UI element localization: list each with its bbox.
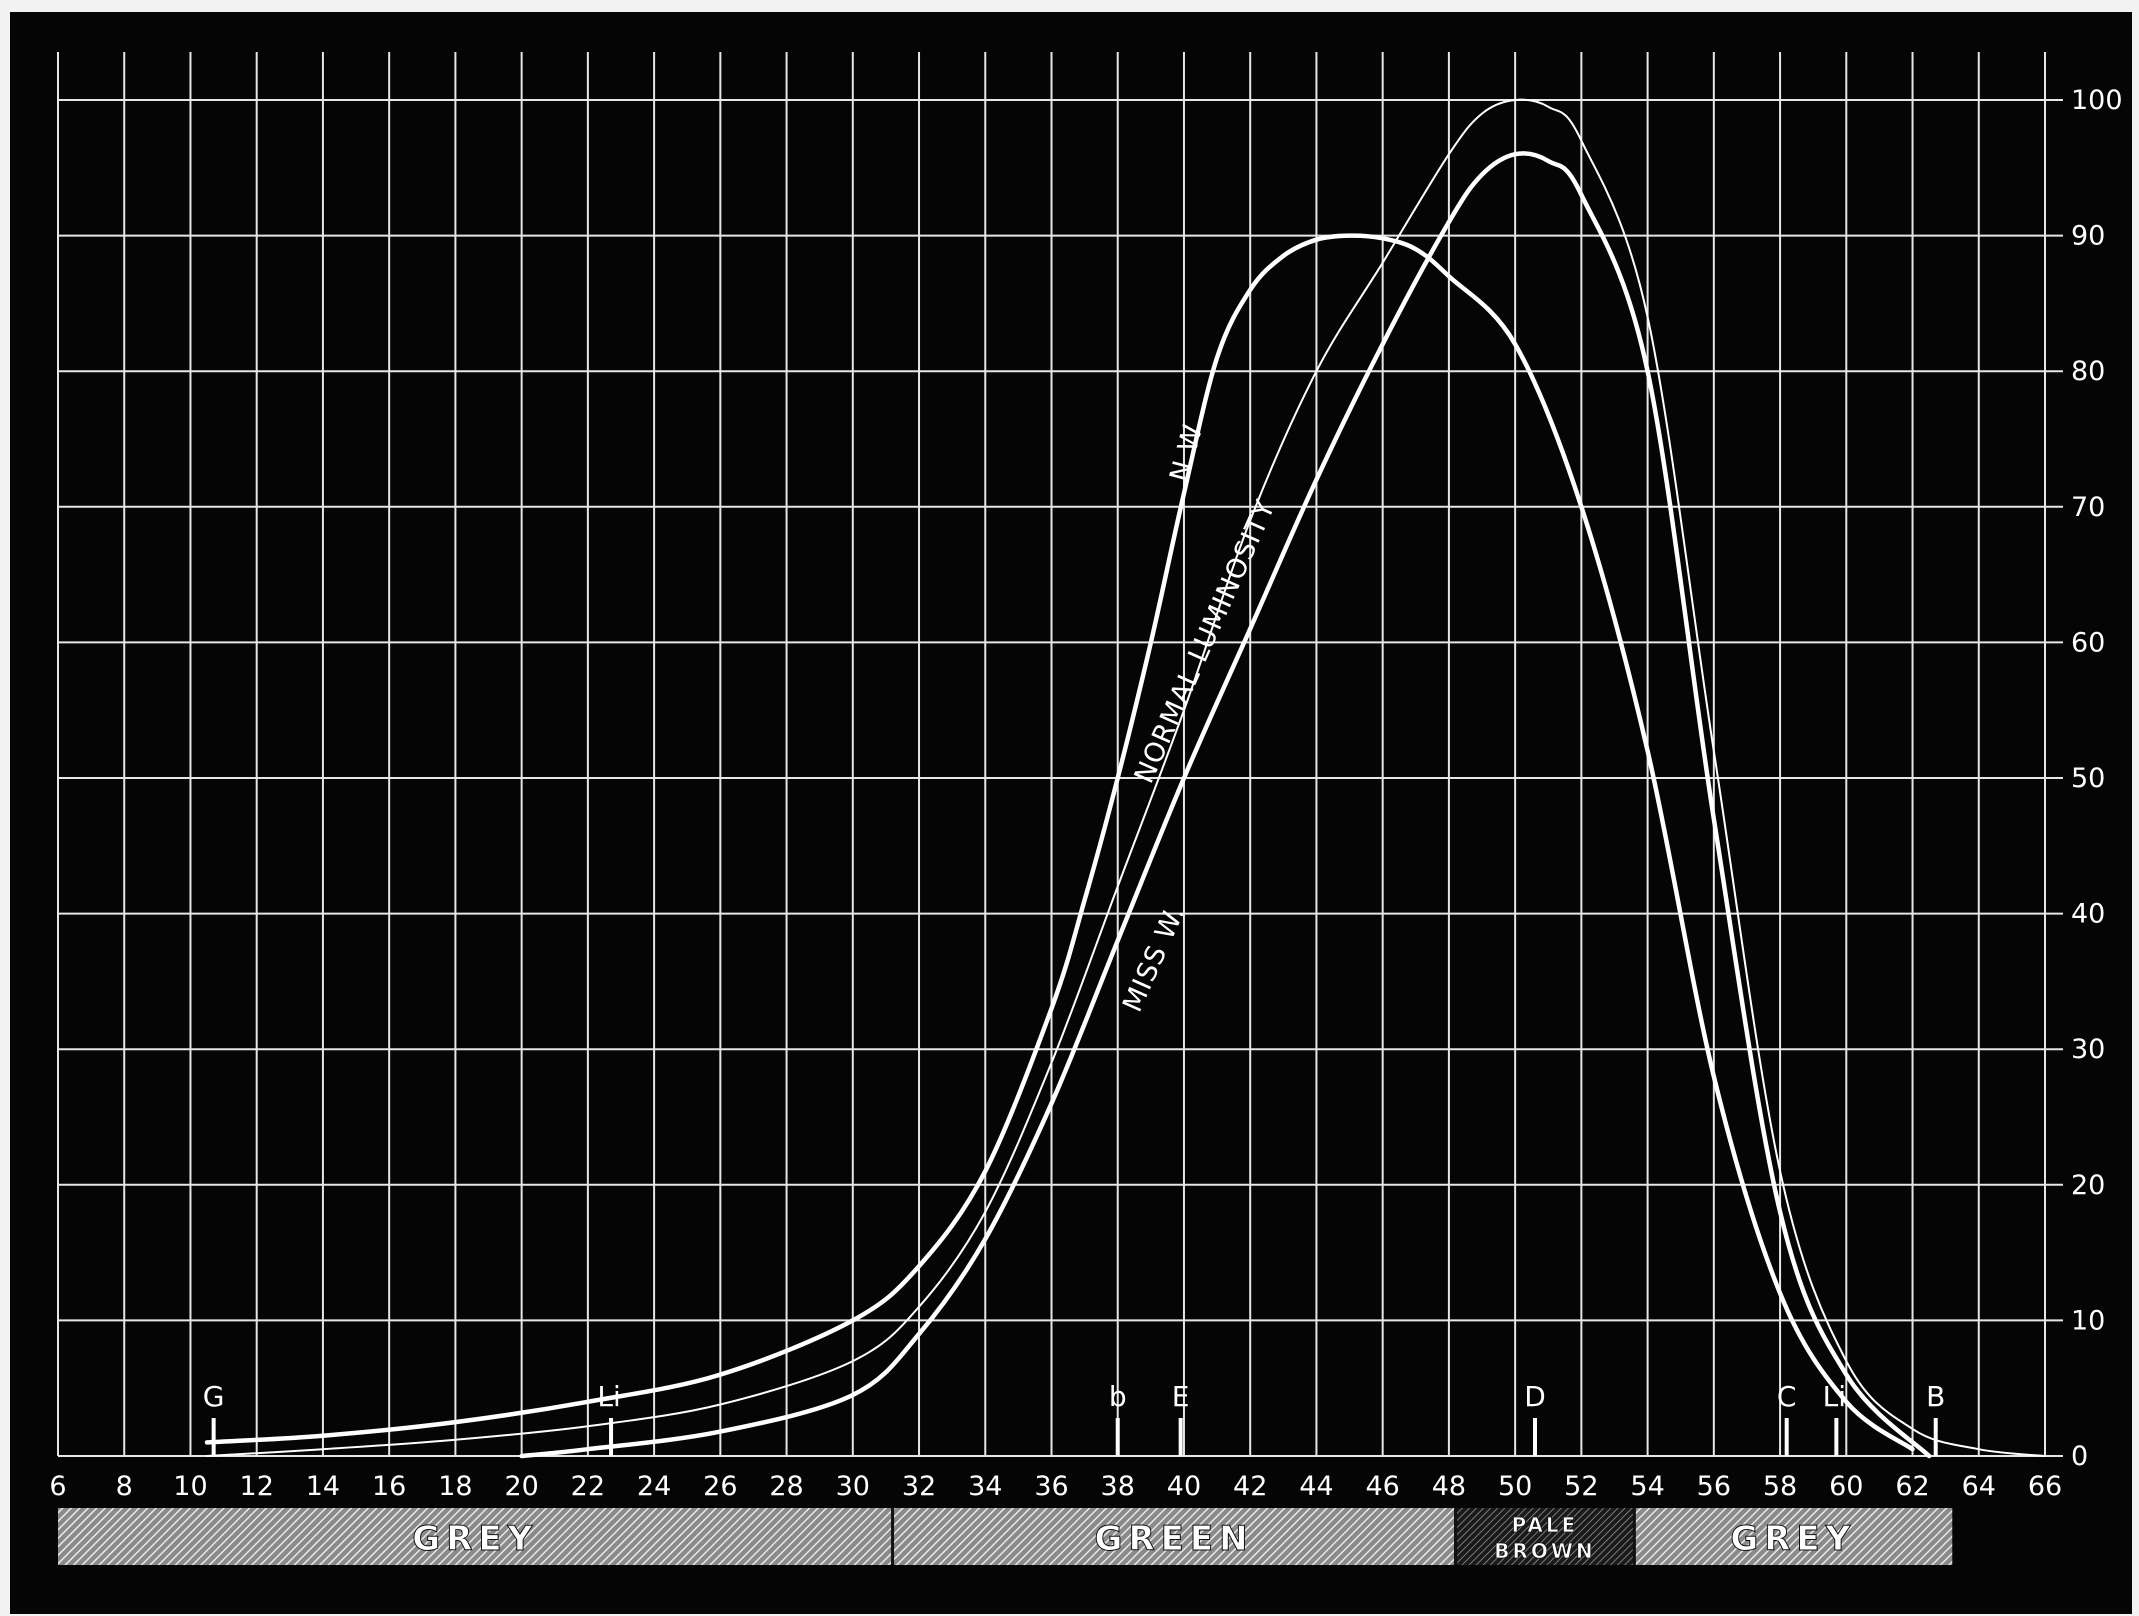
x-tick-label: 42	[1233, 1471, 1267, 1502]
x-tick-label: 54	[1630, 1471, 1664, 1502]
marker-label: E	[1172, 1380, 1190, 1413]
x-tick-label: 34	[968, 1471, 1002, 1502]
band-label: GREY	[1730, 1519, 1856, 1559]
band-label: BROWN	[1494, 1539, 1595, 1563]
x-tick-label: 50	[1498, 1471, 1532, 1502]
color-band	[892, 1508, 1456, 1565]
x-tick-label: 28	[769, 1471, 803, 1502]
x-tick-label: 66	[2028, 1471, 2062, 1502]
x-tick-label: 18	[438, 1471, 472, 1502]
y-tick-label: 50	[2071, 763, 2105, 794]
y-tick-label: 90	[2071, 221, 2105, 252]
y-tick-label: 80	[2071, 356, 2105, 387]
x-tick-label: 36	[1034, 1471, 1068, 1502]
x-tick-label: 32	[902, 1471, 936, 1502]
band-label: GREEN	[1095, 1519, 1254, 1559]
y-tick-label: 70	[2071, 492, 2105, 523]
band-label: GREY	[412, 1519, 538, 1559]
color-band	[1455, 1508, 1635, 1565]
x-tick-label: 24	[637, 1471, 671, 1502]
spectral-markers: G Li b E D C Li B	[203, 1380, 1945, 1456]
band-label: PALE	[1512, 1513, 1579, 1537]
x-tick-label: 30	[836, 1471, 870, 1502]
x-tick-label: 38	[1101, 1471, 1135, 1502]
marker-label: Li	[597, 1380, 620, 1413]
x-tick-label: 58	[1763, 1471, 1797, 1502]
marker-label: D	[1524, 1380, 1546, 1413]
x-tick-label: 6	[49, 1471, 66, 1502]
x-tick-label: 22	[571, 1471, 605, 1502]
axes: 0 10 20 30 40 50 60 70 80 90 100 6 8 10 12 14 16 18 20 22 24…	[49, 85, 2122, 1502]
series-line-miss-w	[519, 151, 1932, 1459]
y-tick-label: 10	[2071, 1305, 2105, 1336]
x-tick-label: 12	[240, 1471, 274, 1502]
x-tick-label: 44	[1299, 1471, 1333, 1502]
x-tick-label: 64	[1962, 1471, 1996, 1502]
color-band	[58, 1508, 893, 1565]
series-line-normal-luminosity	[206, 98, 2046, 1457]
y-tick-label: 30	[2071, 1034, 2105, 1065]
x-tick-label: 62	[1895, 1471, 1929, 1502]
x-tick-label: 48	[1432, 1471, 1466, 1502]
color-band	[1634, 1508, 1953, 1565]
x-tick-label: 10	[173, 1471, 207, 1502]
y-tick-label: 100	[2071, 85, 2123, 116]
x-tick-label: 60	[1829, 1471, 1863, 1502]
marker-label: Li	[1823, 1380, 1846, 1413]
x-tick-label: 52	[1564, 1471, 1598, 1502]
marker-label: b	[1109, 1380, 1127, 1413]
marker-label: B	[1926, 1380, 1945, 1413]
x-tick-label: 14	[306, 1471, 340, 1502]
y-tick-label: 40	[2071, 899, 2105, 930]
x-tick-label: 40	[1167, 1471, 1201, 1502]
marker-label: G	[203, 1380, 225, 1413]
series-line-n-w	[204, 233, 1915, 1452]
chart-background	[10, 12, 2132, 1614]
y-tick-label: 0	[2071, 1441, 2088, 1472]
x-tick-label: 8	[116, 1471, 133, 1502]
x-tick-label: 20	[504, 1471, 538, 1502]
x-tick-label: 26	[703, 1471, 737, 1502]
marker-label: C	[1777, 1380, 1797, 1413]
x-tick-label: 46	[1365, 1471, 1399, 1502]
y-tick-label: 20	[2071, 1170, 2105, 1201]
x-tick-label: 16	[372, 1471, 406, 1502]
y-tick-label: 60	[2071, 627, 2105, 658]
x-tick-label: 56	[1697, 1471, 1731, 1502]
series-layer	[204, 98, 2046, 1459]
